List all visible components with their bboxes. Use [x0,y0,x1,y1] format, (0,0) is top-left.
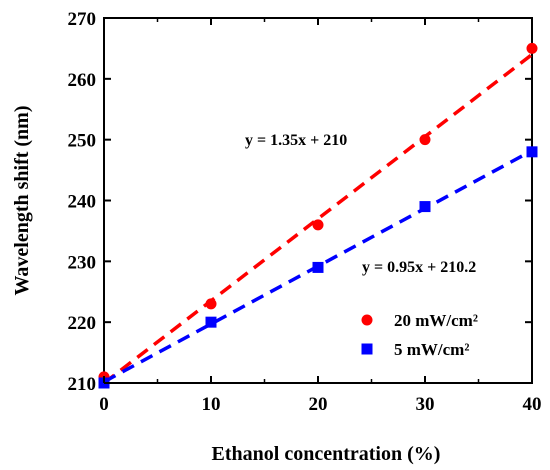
y-tick-label: 270 [68,9,97,30]
legend: 20 mW/cm² 5 mW/cm² [361,311,478,359]
fit-equation-20mw: y = 1.35x + 210 [245,132,347,149]
fit-equation-5mw: y = 0.95x + 210.2 [362,259,476,276]
data-point-1-4 [526,146,538,158]
x-axis-title: Ethanol concentration (%) [212,443,441,465]
legend-marker-0 [361,314,373,326]
data-point-1-2 [312,261,324,273]
legend-item-5mw: 5 mW/cm² [361,340,469,359]
data-point-1-1 [205,316,217,328]
fit-lines [102,53,534,385]
data-point-1-3 [419,201,431,213]
legend-label-5mw: 5 mW/cm² [394,340,469,359]
axis-ticks [103,17,533,384]
legend-item-20mw: 20 mW/cm² [361,311,478,330]
y-tick-label: 260 [68,70,97,91]
x-tick-label: 30 [416,394,435,415]
x-tick-label: 0 [99,394,109,415]
x-tick-label: 40 [523,394,542,415]
y-axis-title: Wavelength shift (nm) [11,106,33,296]
y-tick-label: 230 [68,252,97,273]
x-tick-label: 10 [202,394,221,415]
tick-labels: 0 10 20 30 40 210 220 230 240 250 260 270 [68,9,542,415]
data-point-0-4 [526,42,538,54]
y-tick-label: 250 [68,131,97,152]
y-tick-label: 210 [68,374,97,395]
legend-label-20mw: 20 mW/cm² [394,311,478,330]
data-point-0-1 [205,298,217,310]
y-tick-label: 240 [68,192,97,213]
fit-line-0 [102,53,534,385]
legend-marker-1 [361,343,373,355]
x-tick-label: 20 [309,394,328,415]
y-tick-label: 220 [68,313,97,334]
data-markers [98,42,538,389]
data-point-0-3 [419,134,431,146]
data-point-0-2 [312,219,324,231]
